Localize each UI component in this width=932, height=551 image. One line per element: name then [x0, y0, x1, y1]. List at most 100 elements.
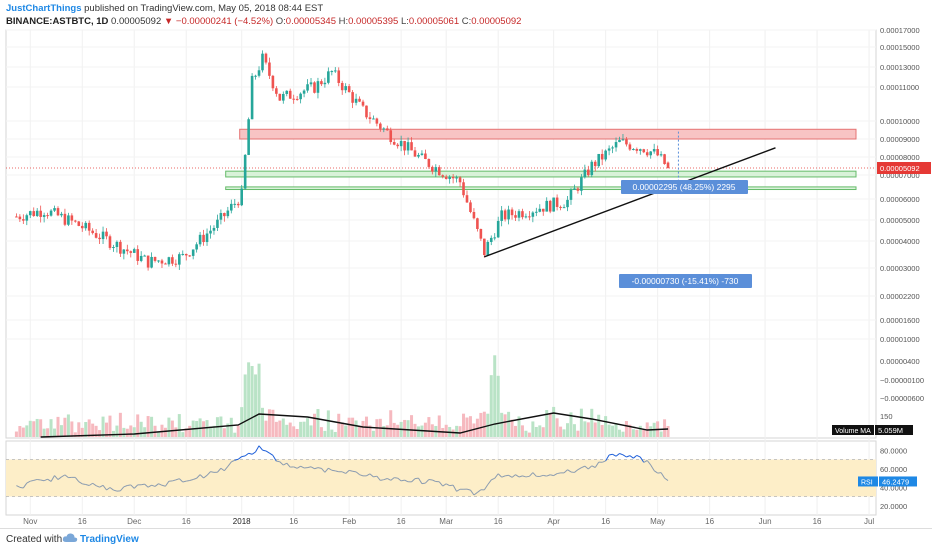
- candle-body: [303, 91, 306, 94]
- rsi-line-segment: [37, 479, 40, 480]
- volume-bar: [642, 429, 645, 437]
- candle-body: [622, 139, 625, 140]
- tradingview-brand[interactable]: TradingView: [80, 534, 139, 545]
- rsi-line-segment: [450, 485, 453, 486]
- candle-body: [202, 235, 205, 242]
- candle-body: [355, 99, 358, 103]
- candle-body: [209, 231, 212, 234]
- volume-bar: [22, 428, 25, 437]
- candle-body: [29, 211, 32, 215]
- volume-bar: [98, 430, 101, 437]
- rsi-tick-label: 80.0000: [880, 446, 907, 455]
- candle-body: [102, 232, 105, 239]
- candle-body: [514, 215, 517, 218]
- rsi-line-segment: [332, 470, 335, 471]
- volume-bar: [410, 415, 413, 437]
- candle-body: [466, 195, 469, 202]
- volume-bar: [625, 421, 628, 437]
- volume-bar: [264, 421, 267, 437]
- volume-ma-label: Volume MA: [835, 428, 871, 435]
- rsi-line-segment: [276, 461, 279, 462]
- rsi-tick-label: 60.0000: [880, 465, 907, 474]
- volume-bar: [77, 422, 80, 437]
- support-zone-lower: [226, 187, 856, 190]
- rsi-line-segment: [557, 473, 560, 474]
- candle-body: [341, 83, 344, 90]
- volume-bar: [552, 407, 555, 437]
- y-tick-label: 0.00001600: [880, 316, 920, 325]
- volume-bar: [282, 418, 285, 437]
- candle-body: [178, 254, 181, 264]
- volume-bar: [576, 431, 579, 437]
- candle-body: [428, 159, 431, 167]
- candle-body: [32, 211, 35, 216]
- volume-bar: [465, 418, 468, 437]
- candle-body: [545, 201, 548, 212]
- candle-body: [438, 167, 441, 175]
- candle-body: [296, 99, 299, 100]
- volume-bar: [649, 426, 652, 437]
- volume-bar: [535, 427, 538, 437]
- candle-body: [469, 202, 472, 212]
- candle-body: [171, 257, 174, 264]
- volume-bar: [528, 433, 531, 437]
- volume-bar: [386, 425, 389, 437]
- candle-body: [192, 249, 195, 255]
- y-tick-label: 0.00000400: [880, 357, 920, 366]
- candle-body: [511, 210, 514, 216]
- volume-bar: [407, 420, 410, 437]
- candle-body: [615, 142, 618, 147]
- volume-bar: [590, 409, 593, 437]
- candle-body: [532, 213, 535, 217]
- volume-bar: [580, 409, 583, 437]
- y-tick-label: −0.00000100: [880, 376, 924, 385]
- volume-bar: [102, 417, 105, 437]
- volume-bar: [70, 421, 73, 437]
- rsi-tick-label: 20.0000: [880, 502, 907, 511]
- candle-body: [244, 155, 247, 189]
- volume-bar: [504, 414, 507, 437]
- candle-body: [563, 207, 566, 208]
- candle-body: [216, 220, 219, 228]
- candle-body: [549, 201, 552, 212]
- volume-bar: [601, 425, 604, 437]
- candle-body: [500, 210, 503, 221]
- candle-body: [618, 140, 621, 142]
- candle-body: [362, 102, 365, 106]
- volume-bar: [507, 412, 510, 437]
- volume-bar: [126, 429, 129, 437]
- volume-bar: [67, 414, 70, 437]
- candle-body: [424, 154, 427, 159]
- volume-bar: [396, 425, 399, 437]
- x-tick-label: 16: [494, 517, 503, 526]
- volume-bar: [143, 427, 146, 437]
- rsi-line-segment: [373, 476, 376, 477]
- volume-bar: [50, 419, 53, 437]
- volume-bar: [289, 423, 292, 437]
- candle-body: [639, 149, 642, 151]
- candle-body: [306, 84, 309, 90]
- candle-body: [77, 221, 80, 225]
- volume-bar: [604, 416, 607, 437]
- x-tick-label: May: [650, 517, 665, 526]
- footer: Created with TradingView: [0, 528, 932, 551]
- x-tick-label: Jun: [759, 517, 772, 526]
- candle-body: [116, 242, 119, 247]
- candle-body: [535, 212, 538, 213]
- volume-bar: [362, 421, 365, 437]
- candle-body: [181, 254, 184, 255]
- candle-body: [386, 128, 389, 130]
- candle-body: [109, 236, 112, 248]
- volume-bar: [608, 425, 611, 437]
- volume-bar: [538, 425, 541, 437]
- x-tick-label: 16: [705, 517, 714, 526]
- candle-body: [383, 128, 386, 129]
- candle-body: [448, 177, 451, 179]
- rsi-line-segment: [20, 487, 23, 488]
- candle-body: [601, 154, 604, 159]
- volume-bar: [445, 425, 448, 437]
- volume-bar: [341, 422, 344, 437]
- candle-body: [265, 54, 268, 63]
- candle-body: [324, 83, 327, 84]
